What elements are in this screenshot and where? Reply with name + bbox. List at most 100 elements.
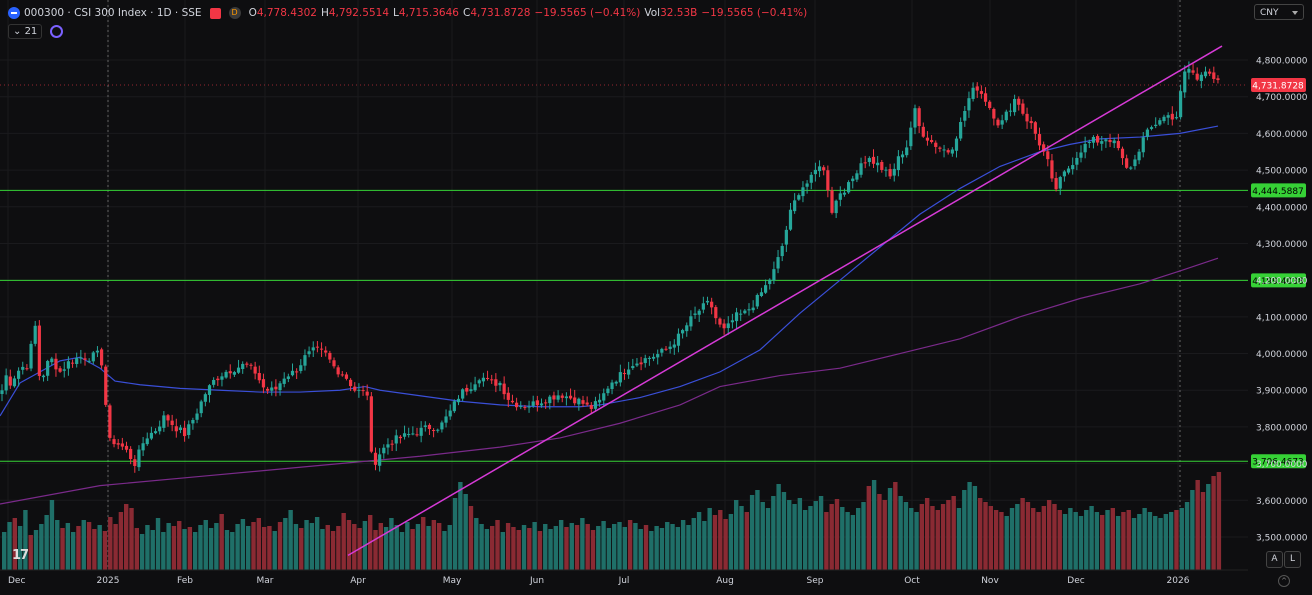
candle-body [1137, 151, 1141, 161]
candle-body [216, 378, 220, 381]
volume-bar [415, 524, 421, 570]
candle-body [311, 347, 315, 351]
auto-scale-button[interactable]: A [1266, 551, 1283, 568]
time-axis: Dec 2025 Feb Mar Apr May Jun Jul Aug Sep Oct Nov Dec… [0, 569, 1248, 586]
volume-bar [1184, 502, 1190, 570]
volume-bar [299, 528, 304, 570]
candle-body [411, 433, 415, 435]
volume-bar [1195, 480, 1200, 570]
volume-bar [771, 496, 776, 570]
volume-bar [580, 518, 585, 570]
candle-body [91, 352, 95, 362]
candle-body [75, 357, 79, 364]
candle-body [120, 443, 124, 447]
candle-body [938, 147, 942, 149]
candle-body [270, 387, 274, 391]
candle-body [996, 119, 1000, 126]
candle-body [390, 443, 394, 445]
candle-body [469, 389, 473, 392]
candle-body [664, 348, 668, 350]
candle-body [1033, 122, 1037, 134]
volume-bar [824, 512, 829, 570]
moving-averages [0, 125, 1219, 505]
flag-icon[interactable] [209, 7, 221, 19]
candle-body [162, 415, 166, 428]
volume-bar [108, 517, 113, 570]
volume-bar [802, 510, 808, 570]
volume-bar [251, 522, 256, 570]
volume-bar [49, 500, 55, 570]
volume-bar [219, 514, 224, 570]
timeframe-badge[interactable]: D [228, 7, 241, 19]
trendline [347, 45, 1223, 556]
symbol-title[interactable]: 000300 · CSI 300 Index · 1D · SSE [24, 7, 202, 19]
volume-bar [177, 521, 182, 570]
volume-bars [2, 472, 1222, 570]
candle-body [734, 312, 739, 322]
candle-body [934, 142, 938, 147]
scroll-to-latest-icon[interactable]: ^ [1278, 575, 1290, 587]
candle-body [606, 388, 610, 394]
high-value: 4,792.5514 [328, 7, 389, 19]
last-price-tag [1251, 77, 1306, 92]
volume-bar [500, 532, 506, 570]
volume-bar [447, 525, 452, 570]
log-scale-button[interactable]: L [1284, 551, 1301, 568]
volume-bar [171, 526, 177, 570]
volume-bar [1147, 512, 1153, 570]
volume-bar [829, 504, 834, 570]
level-label: 3,706.4673 [1252, 458, 1304, 468]
level-tag [1251, 273, 1306, 288]
candle-body [1120, 148, 1125, 159]
volume-bar [224, 530, 230, 570]
volume-bar [118, 512, 124, 570]
candle-body [568, 395, 573, 399]
volume-bar [383, 527, 389, 570]
candle-body [1195, 73, 1199, 80]
candle-body [544, 402, 548, 404]
candle-body [315, 346, 319, 348]
change-value: −19.5565 (−0.41%) [534, 7, 641, 19]
candle-body [660, 348, 664, 353]
volume-bar [1025, 502, 1031, 570]
candle-body [353, 386, 357, 391]
indicators-toggle[interactable]: ⌄ 21 [8, 24, 43, 39]
candle-body [1199, 74, 1203, 82]
close-label: C [462, 7, 471, 19]
candle-body [1054, 178, 1058, 190]
candle-body [689, 316, 693, 327]
price-tick-label: 4,800.0000 [1256, 57, 1308, 67]
indicator-row: ⌄ 21 [8, 24, 64, 39]
candle-body [25, 368, 29, 370]
candle-body [481, 377, 485, 382]
price-tick-label: 4,500.0000 [1256, 167, 1308, 177]
candle-body [610, 382, 614, 389]
candle-body [224, 371, 228, 378]
candle-body [851, 178, 855, 182]
visibility-icon[interactable] [50, 25, 64, 38]
candle-body [1179, 91, 1183, 118]
candle-body [685, 325, 689, 332]
candle-body [701, 303, 705, 310]
volume-bar [304, 520, 309, 570]
candle-body [722, 323, 726, 329]
candle-body [739, 313, 743, 315]
candle-body [423, 425, 427, 427]
volume-bar [680, 520, 686, 570]
candle-body [361, 390, 365, 392]
currency-select[interactable]: CNY [1254, 4, 1304, 20]
volume-bar [463, 494, 468, 570]
candle-body [975, 86, 979, 91]
volume-bar [283, 518, 288, 570]
candle-body [70, 362, 75, 364]
volume-bar [1046, 500, 1052, 570]
level-label: 4,199.4038 [1252, 277, 1304, 287]
sma-slow-line [0, 257, 1219, 505]
volume-bar [521, 525, 527, 570]
volume-bar [150, 530, 155, 570]
candle-body [764, 285, 768, 293]
volume-bar [574, 525, 580, 570]
candle-body [261, 379, 266, 388]
